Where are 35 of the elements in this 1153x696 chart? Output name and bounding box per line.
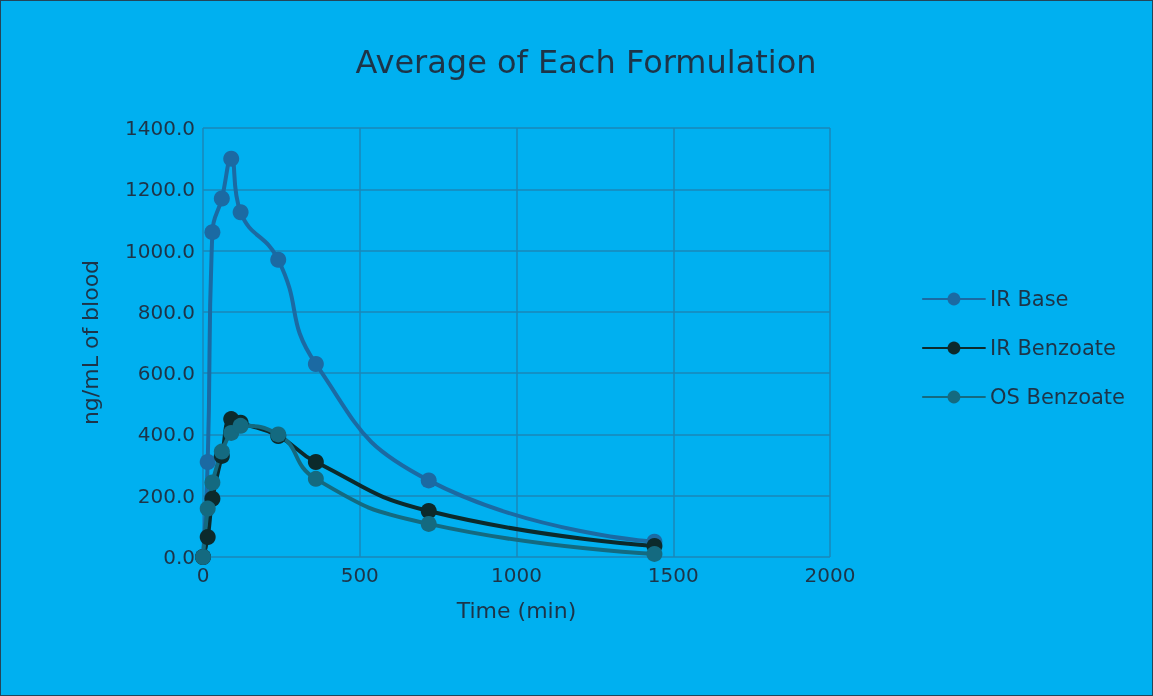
legend-label: OS Benzoate <box>989 385 1126 409</box>
y-tick-label: 200.0 <box>137 483 195 508</box>
point <box>199 500 216 517</box>
point <box>223 150 240 167</box>
x-tick-label: 1500 <box>647 563 699 587</box>
y-tick-label: 1000.0 <box>125 238 195 263</box>
y-tick-label: 0.0 <box>163 545 195 569</box>
chart-title: Average of Each Formulation <box>355 43 817 81</box>
point <box>199 454 216 470</box>
y-tick-label: 1200.0 <box>125 177 195 202</box>
y-tick-label: 400.0 <box>137 422 195 447</box>
point <box>213 443 230 460</box>
point <box>420 472 437 489</box>
point <box>204 474 221 491</box>
point <box>307 470 324 487</box>
point <box>213 190 230 207</box>
point <box>307 454 324 470</box>
point <box>307 355 324 372</box>
point <box>232 204 249 221</box>
x-tick-label: 1000 <box>491 563 542 587</box>
legend-label: IR Base <box>989 287 1069 311</box>
x-tick-label: 2000 <box>804 563 856 587</box>
y-tick-label: 600.0 <box>137 361 195 386</box>
x-axis-title: Time (min) <box>455 597 577 623</box>
legend-label: IR Benzoate <box>989 336 1116 360</box>
point <box>420 515 437 532</box>
y-tick-label: 800.0 <box>137 299 195 324</box>
y-tick-label: 1400.0 <box>125 116 195 140</box>
point <box>646 545 663 562</box>
y-axis-title: ng/mL of blood <box>77 259 103 426</box>
point <box>204 224 221 241</box>
x-tick-label: 500 <box>340 563 379 587</box>
point <box>270 251 287 268</box>
x-tick-label: 0 <box>196 563 210 587</box>
point <box>199 529 216 546</box>
